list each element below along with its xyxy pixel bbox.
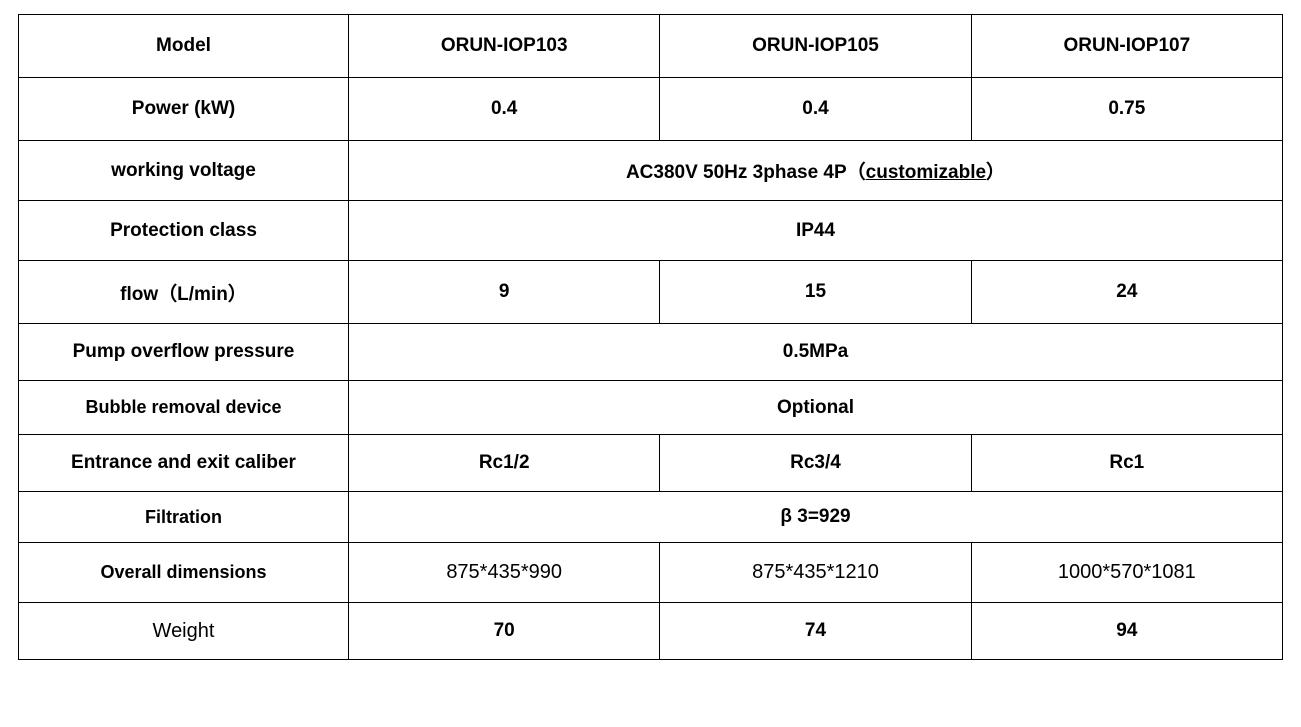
spec-table: Model ORUN-IOP103 ORUN-IOP105 ORUN-IOP10…: [18, 14, 1283, 660]
cell-value: 1000*570*1081: [971, 543, 1282, 603]
cell-value-spanned: IP44: [349, 201, 1283, 261]
cell-value: ORUN-IOP105: [660, 15, 971, 78]
cell-value: 74: [660, 603, 971, 660]
table-row: Power (kW) 0.4 0.4 0.75: [19, 78, 1283, 141]
row-label: Model: [19, 15, 349, 78]
row-label: Filtration: [19, 492, 349, 543]
cell-value: 875*435*1210: [660, 543, 971, 603]
voltage-text-suffix: ）: [986, 162, 1005, 183]
row-label: Bubble removal device: [19, 381, 349, 435]
row-label: working voltage: [19, 141, 349, 201]
row-label: Pump overflow pressure: [19, 324, 349, 381]
voltage-text-underlined: customizable: [866, 162, 986, 183]
row-label: Protection class: [19, 201, 349, 261]
cell-value-spanned: β 3=929: [349, 492, 1283, 543]
cell-value: 0.4: [660, 78, 971, 141]
cell-value-spanned: Optional: [349, 381, 1283, 435]
cell-value: ORUN-IOP103: [349, 15, 660, 78]
cell-value: Rc1/2: [349, 435, 660, 492]
cell-value: 15: [660, 261, 971, 324]
cell-value-spanned: AC380V 50Hz 3phase 4P（customizable）: [349, 141, 1283, 201]
cell-value: ORUN-IOP107: [971, 15, 1282, 78]
cell-value: 9: [349, 261, 660, 324]
row-label: Entrance and exit caliber: [19, 435, 349, 492]
cell-value: 94: [971, 603, 1282, 660]
cell-value: 24: [971, 261, 1282, 324]
table-row: Overall dimensions 875*435*990 875*435*1…: [19, 543, 1283, 603]
table-row: Weight 70 74 94: [19, 603, 1283, 660]
table-row: Pump overflow pressure 0.5MPa: [19, 324, 1283, 381]
table-row: Entrance and exit caliber Rc1/2 Rc3/4 Rc…: [19, 435, 1283, 492]
row-label: flow（L/min）: [19, 261, 349, 324]
table-row: Protection class IP44: [19, 201, 1283, 261]
voltage-text-prefix: AC380V 50Hz 3phase 4P（: [626, 162, 866, 183]
table-row: working voltage AC380V 50Hz 3phase 4P（cu…: [19, 141, 1283, 201]
table-row: Filtration β 3=929: [19, 492, 1283, 543]
cell-value: 875*435*990: [349, 543, 660, 603]
cell-value-spanned: 0.5MPa: [349, 324, 1283, 381]
row-label: Overall dimensions: [19, 543, 349, 603]
cell-value: 0.75: [971, 78, 1282, 141]
row-label: Power (kW): [19, 78, 349, 141]
table-row: Bubble removal device Optional: [19, 381, 1283, 435]
cell-value: 70: [349, 603, 660, 660]
cell-value: 0.4: [349, 78, 660, 141]
cell-value: Rc1: [971, 435, 1282, 492]
table-row: flow（L/min） 9 15 24: [19, 261, 1283, 324]
row-label: Weight: [19, 603, 349, 660]
cell-value: Rc3/4: [660, 435, 971, 492]
table-row: Model ORUN-IOP103 ORUN-IOP105 ORUN-IOP10…: [19, 15, 1283, 78]
